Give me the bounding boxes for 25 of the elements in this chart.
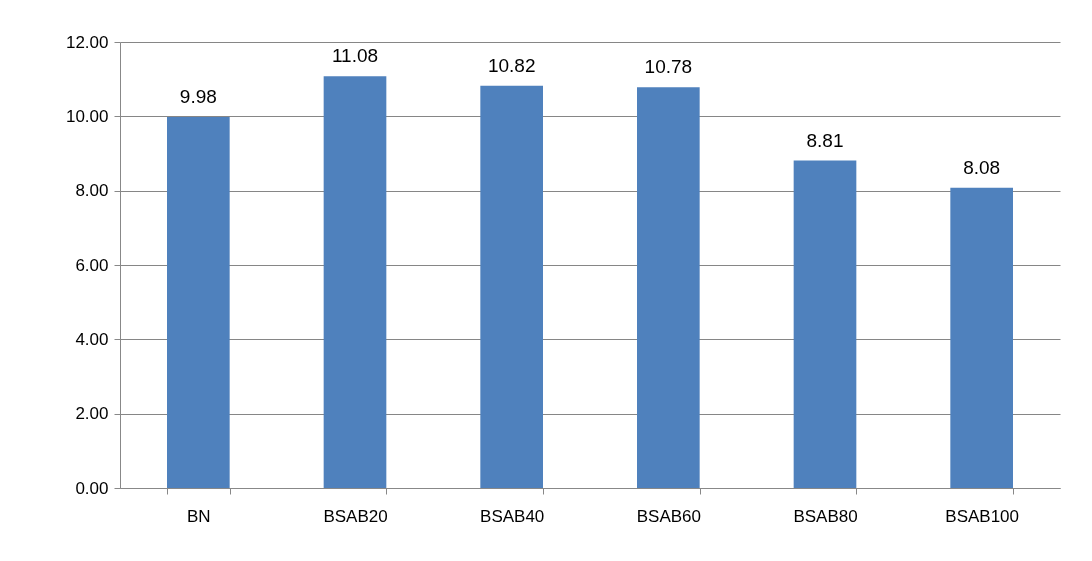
y-tick-label: 12.00	[65, 32, 109, 52]
y-tick-label: 6.00	[75, 255, 109, 275]
x-tick-label: BSAB100	[945, 506, 1020, 526]
bar	[323, 76, 387, 488]
x-tick-label: BN	[187, 506, 211, 526]
data-label: 8.81	[806, 129, 844, 151]
y-tick-label: 4.00	[75, 329, 109, 349]
bar	[637, 87, 700, 488]
data-label: 11.08	[331, 45, 379, 67]
y-tick-label: 2.00	[75, 404, 109, 424]
data-label: 10.78	[644, 56, 693, 78]
bar	[480, 85, 543, 488]
data-label: 8.08	[963, 156, 1001, 178]
bar	[167, 117, 230, 488]
data-label: 10.82	[487, 54, 536, 76]
bar	[793, 160, 857, 488]
y-tick-label: 8.00	[75, 181, 109, 201]
x-tick-label: BSAB40	[480, 506, 545, 526]
y-tick-label: 0.00	[75, 478, 109, 498]
data-label: 9.98	[179, 86, 217, 108]
x-tick-label: BSAB80	[793, 506, 858, 526]
bar	[950, 187, 1013, 488]
x-tick-label: BSAB60	[636, 506, 701, 526]
x-tick-label: BSAB20	[323, 506, 388, 526]
y-tick-label: 10.00	[65, 106, 109, 126]
